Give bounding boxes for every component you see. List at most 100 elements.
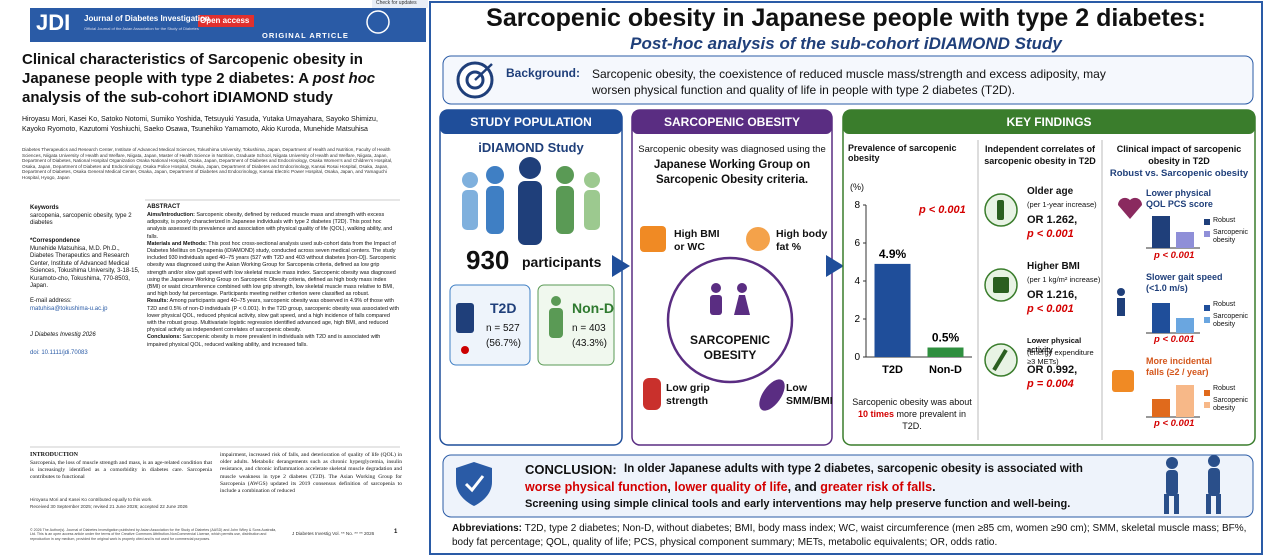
correlate-icons <box>984 193 1018 377</box>
y-tick-label: 8 <box>854 200 860 211</box>
abstract-text: Sarcopenic obesity, defined by reduced m… <box>147 212 393 240</box>
criterion: Low SMM/BMI <box>786 382 833 407</box>
value-label: 0.5% <box>932 331 960 345</box>
email[interactable]: matuhisa@tokushima-u.ac.jp <box>30 306 108 312</box>
criteria-name: Japanese Working Group on Sarcopenic Obe… <box>653 159 811 186</box>
abstract-section: Conclusions: Sarcopenic obesity is more … <box>147 334 399 348</box>
affiliations: Diabetes Therapeutics and Research Cente… <box>22 147 393 180</box>
update-badge <box>372 0 428 8</box>
received: Received 30 September 2025; revised 21 J… <box>30 504 188 509</box>
journal-name: Journal of Diabetes Investigation <box>84 14 210 23</box>
correlate-name: Lower physical activity <box>1027 336 1082 354</box>
impact-name: More incidental falls (≥2 / year) <box>1146 356 1213 377</box>
group-pct: (43.3%) <box>572 338 608 349</box>
p-value: p < 0.001 <box>1154 250 1195 261</box>
arrow <box>826 255 844 277</box>
panel-heading: KEY FINDINGS <box>1006 115 1092 129</box>
title-part: Clinical characteristics of Sarcopenic o… <box>22 51 363 87</box>
legend-entry: Robust <box>1213 217 1236 224</box>
keywords-heading: Keywords <box>30 205 59 211</box>
y-tick-label: 6 <box>854 238 860 249</box>
odds-ratio: OR 1.216, <box>1027 289 1078 301</box>
paper-sheet <box>0 0 428 556</box>
p-value: p < 0.001 <box>1027 228 1074 240</box>
impact-subheading: Robust vs. Sarcopenic obesity <box>1109 168 1249 179</box>
target-icon <box>474 63 493 81</box>
correlate-detail: (per 1-year increase) <box>1027 200 1097 209</box>
conclusion-part: , <box>667 480 675 494</box>
journal-abbr: JDI <box>36 10 71 35</box>
legend-entry: Sarcopenic obesity <box>1213 313 1249 328</box>
email-label: E-mail address: <box>30 298 72 304</box>
odds-ratio: OR 1.262, <box>1027 214 1078 226</box>
y-tick-label: 2 <box>854 314 860 325</box>
footer-journal: J Diabetes Investig Vol. ** No. ** ** 20… <box>292 531 375 536</box>
journal-logo <box>366 10 390 34</box>
conclusion-line: Screening using simple clinical tools an… <box>525 498 1071 510</box>
people-icon <box>462 157 600 245</box>
abstract-label: Conclusions: <box>147 334 182 341</box>
correlate-name: Higher BMI <box>1027 261 1080 272</box>
title-part: analysis of the sub-cohort iDIAMOND stud… <box>22 89 333 106</box>
graphic-subtitle: Post-hoc analysis of the sub-cohort iDIA… <box>630 34 1062 53</box>
footnote: Hiroyasu Mori and Kasei Ko contributed e… <box>30 497 153 502</box>
group-n: n = 527 <box>486 323 520 334</box>
title-part: post hoc <box>312 70 376 87</box>
license: © 2026 The Author(s). Journal of Diabete… <box>30 528 277 541</box>
note-part: more prevalent in T2D. <box>893 409 967 431</box>
conclusion-label: CONCLUSION: <box>525 462 617 477</box>
page-number: 1 <box>394 529 398 535</box>
legend-entry: Sarcopenic obesity <box>1213 397 1249 412</box>
fist-icon <box>643 378 661 410</box>
conclusion-part: . <box>932 480 936 494</box>
citation: J Diabetes Investig 2026 <box>30 332 96 338</box>
legend-entry: Robust <box>1213 385 1236 392</box>
sub-heading: Clinical impact of sarcopenic obesity in… <box>1116 144 1242 166</box>
correspondence-heading: *Correspondence <box>30 238 81 244</box>
intro-heading: INTRODUCTION <box>30 452 79 458</box>
group-n: n = 403 <box>572 323 606 334</box>
chart-annotation: p < 0.001 <box>919 204 966 216</box>
abstract-section: Materials and Methods: This post hoc cro… <box>147 241 399 299</box>
abstract-text: This post hoc cross-sectional analysis u… <box>147 240 397 298</box>
y-tick-label: 0 <box>854 352 860 363</box>
conclusion-emphasis: worse physical function <box>525 480 668 494</box>
bar <box>874 263 911 357</box>
sub-heading: Prevalence of sarcopenic obesity <box>848 143 957 163</box>
x-tick-label: Non-D <box>929 364 962 376</box>
center-circle <box>666 256 794 384</box>
authors: Hiroyasu Mori, Kasei Ko, Satoko Notomi, … <box>22 116 378 133</box>
criterion: High BMI or WC <box>674 228 720 253</box>
correlate-detail: (energy expenditure ≥3 METs) <box>1027 348 1094 366</box>
scale-icon <box>640 226 666 252</box>
walkers-icon <box>1164 455 1221 514</box>
person-icon <box>549 308 563 338</box>
doi[interactable]: doi: 10.1111/jdi.70083 <box>30 350 88 356</box>
article-type: ORIGINAL ARTICLE <box>262 31 349 40</box>
group-name: T2D <box>490 300 517 316</box>
p-value: p = 0.004 <box>1027 378 1074 390</box>
note-part: 10 times <box>857 409 894 419</box>
prevalence-note: Sarcopenic obesity was about 10 times mor… <box>848 396 976 432</box>
shield-icon <box>456 462 492 506</box>
muscle-icon <box>759 379 785 411</box>
p-value: p < 0.001 <box>1027 303 1074 315</box>
note-part: Sarcopenic obesity was about <box>852 397 972 407</box>
impact-bars <box>1146 216 1210 418</box>
findings-header <box>843 110 1255 134</box>
legend-entry: Robust <box>1213 301 1236 308</box>
y-tick-label: 4 <box>854 276 860 287</box>
panel-heading: SARCOPENIC OBESITY <box>663 115 801 129</box>
keywords: sarcopenia, sarcopenic obesity, type 2 d… <box>30 213 132 227</box>
journal-sub: Official Journal of the Asian Associatio… <box>84 26 199 31</box>
impact-icons <box>1112 197 1143 392</box>
open-access-badge <box>198 15 254 27</box>
criterion: Low grip strength <box>666 382 710 407</box>
sub-heading: Independent correlates of sarcopenic obe… <box>984 144 1096 166</box>
x-tick-label: T2D <box>882 364 903 376</box>
total-count: 930 <box>466 245 510 275</box>
check-updates[interactable]: Check for updates <box>376 0 417 6</box>
legend-entry: Sarcopenic obesity <box>1213 229 1249 244</box>
